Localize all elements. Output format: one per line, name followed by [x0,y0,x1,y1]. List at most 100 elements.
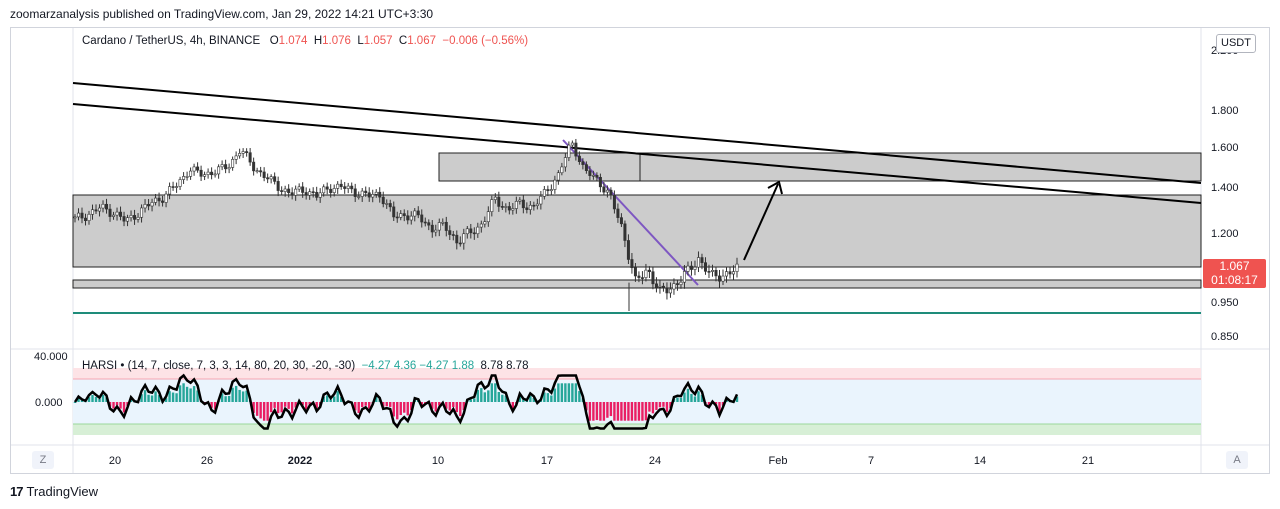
candle-body [521,199,525,209]
candle-body [73,216,77,219]
tradingview-brand[interactable]: 17 TradingView [10,484,98,499]
candle-body [252,161,256,172]
candle-body [105,203,109,210]
harsi-bar [494,383,497,402]
candle-body [616,208,620,218]
candle-body [269,176,273,180]
harsi-bar [634,402,637,421]
harsi-bar [227,395,231,402]
candle-body [584,164,588,171]
harsi-bar [585,402,588,411]
harsi-bar [396,402,399,420]
candle-body [203,174,207,177]
candle-body [479,223,483,228]
candle-body [441,221,445,224]
high-value: 1.076 [322,35,351,47]
candle-body [164,193,168,203]
candle-body [696,257,700,268]
harsi-bar [627,402,630,421]
price-tick-label: 1.800 [1211,105,1239,117]
harsi-bar [304,402,308,410]
candle-body [434,229,438,233]
harsi-bar [574,383,578,402]
candle-body [385,203,389,205]
harsi-bar [511,402,515,409]
harsi-bar [543,392,546,402]
candle-body [91,209,95,215]
time-tick-label: 26 [201,455,213,467]
harsi-bar [637,402,641,421]
candle-body [640,277,644,279]
harsi-bar [571,383,574,402]
candle-body [238,153,242,157]
candle-body [143,204,147,209]
candle-body [189,170,193,177]
harsi-bar [147,394,150,402]
harsi-bar [690,393,693,402]
candle-body [518,199,522,202]
auto-scale-button[interactable]: A [1226,451,1248,469]
candle-body [451,234,455,236]
harsi-bar [224,396,227,402]
zoom-button[interactable]: Z [32,451,54,469]
harsi-bar [644,402,648,421]
candle-body [542,189,546,197]
harsi-bar [280,402,283,413]
candle-body [623,223,627,241]
harsi-bar [164,398,168,402]
candle-body [318,192,322,198]
harsi-bar [546,393,550,402]
candle-body [546,189,550,192]
candle-body [185,176,189,178]
harsi-bar [364,402,367,406]
harsi-bar [448,402,451,411]
harsi-bar [455,402,458,413]
candle-body [609,189,613,196]
harsi-values-green: −4.27 4.36 −4.27 1.88 [361,360,475,372]
candle-body [210,171,214,176]
candle-body [255,170,259,172]
harsi-bar [210,402,213,408]
harsi-bar [616,402,620,421]
harsi-bar [389,402,392,407]
currency-button[interactable]: USDT [1216,34,1256,53]
candle-body [574,142,578,157]
harsi-bar [735,396,739,402]
candle-body [619,217,623,225]
harsi-bar [213,402,217,410]
candle-body [626,240,630,260]
harsi-bar [406,402,409,416]
harsi-bar [119,402,122,409]
candle-body [388,203,392,208]
harsi-bar [399,402,402,416]
harsi-bar [693,396,697,402]
harsi-bar [245,390,248,402]
harsi-legend[interactable]: HARSI • (14, 7, close, 7, 3, 3, 14, 80, … [82,360,529,372]
harsi-bar [697,391,700,402]
candle-body [259,170,263,173]
candle-body [728,271,732,275]
attribution: zoomarzanalysis published on TradingView… [10,7,434,21]
candle-body [112,214,116,217]
candle-body [556,172,560,181]
candle-body [553,179,557,190]
harsi-bar [602,402,606,421]
candle-body [560,166,564,174]
harsi-bar [578,391,581,402]
harsi-bar [259,402,262,419]
candle-body [577,155,581,162]
candle-body [724,271,728,277]
candle-body [133,215,137,220]
projection-arrow [743,183,779,261]
candle-body [399,213,403,218]
harsi-bar [473,398,476,402]
candle-body [493,196,497,200]
harsi-bar [273,402,276,408]
candle-body [325,186,329,190]
harsi-bar [262,402,266,421]
candle-body [700,257,704,263]
harsi-bar [669,402,672,409]
candle-body [280,190,284,192]
